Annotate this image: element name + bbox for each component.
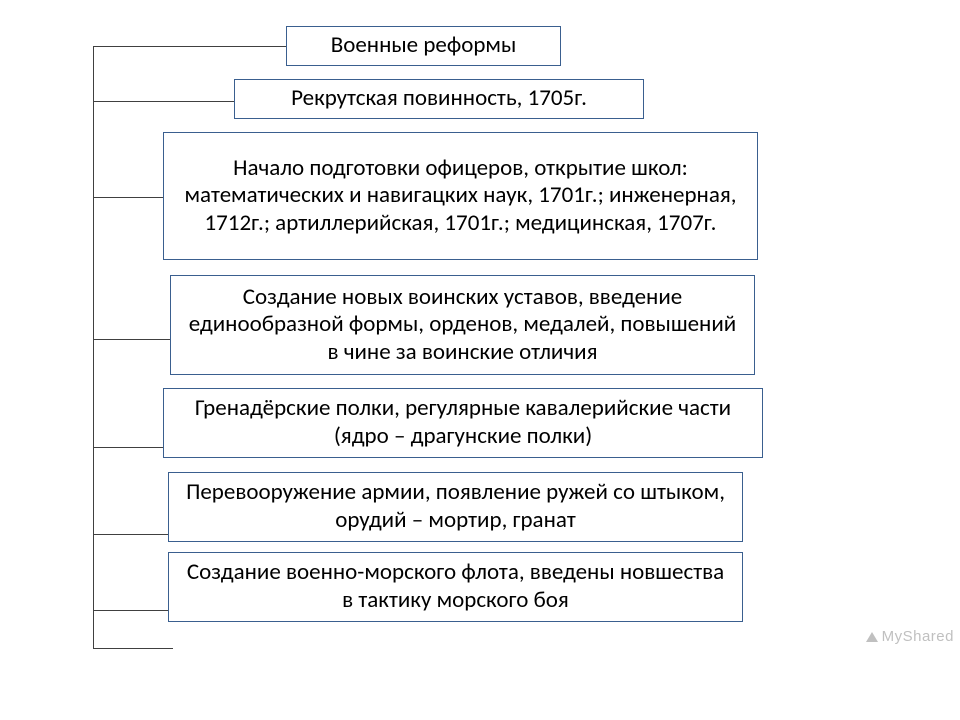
node-text: Перевооружение армии, появление ружей со…: [179, 479, 732, 534]
node-schools: Начало подготовки офицеров, открытие шко…: [163, 132, 758, 260]
play-icon: [866, 632, 878, 642]
trunk-line: [93, 46, 94, 648]
branch-line-extra: [93, 648, 173, 649]
diagram-canvas: Военные реформы Рекрутская повинность, 1…: [0, 0, 960, 720]
branch-line: [93, 46, 288, 47]
watermark: MyShared: [866, 628, 954, 645]
branch-line: [93, 534, 170, 535]
branch-line: [93, 447, 165, 448]
node-text: Рекрутская повинность, 1705г.: [291, 85, 587, 113]
branch-line: [93, 339, 172, 340]
node-text: Создание новых воинских уставов, введени…: [181, 284, 744, 367]
node-recruit: Рекрутская повинность, 1705г.: [234, 79, 644, 119]
branch-line: [93, 197, 165, 198]
node-gren: Гренадёрские полки, регулярные кавалерий…: [163, 388, 763, 458]
node-ustav: Создание новых воинских уставов, введени…: [170, 275, 755, 375]
node-text: Военные реформы: [331, 32, 517, 60]
node-navy: Создание военно-морского флота, введены …: [168, 552, 743, 622]
node-text: Гренадёрские полки, регулярные кавалерий…: [174, 395, 752, 450]
branch-line: [93, 101, 236, 102]
branch-line: [93, 610, 170, 611]
node-title: Военные реформы: [286, 26, 561, 66]
watermark-text: MyShared: [882, 628, 954, 645]
node-text: Создание военно-морского флота, введены …: [179, 559, 732, 614]
node-text: Начало подготовки офицеров, открытие шко…: [174, 155, 747, 238]
node-rearm: Перевооружение армии, появление ружей со…: [168, 472, 743, 542]
